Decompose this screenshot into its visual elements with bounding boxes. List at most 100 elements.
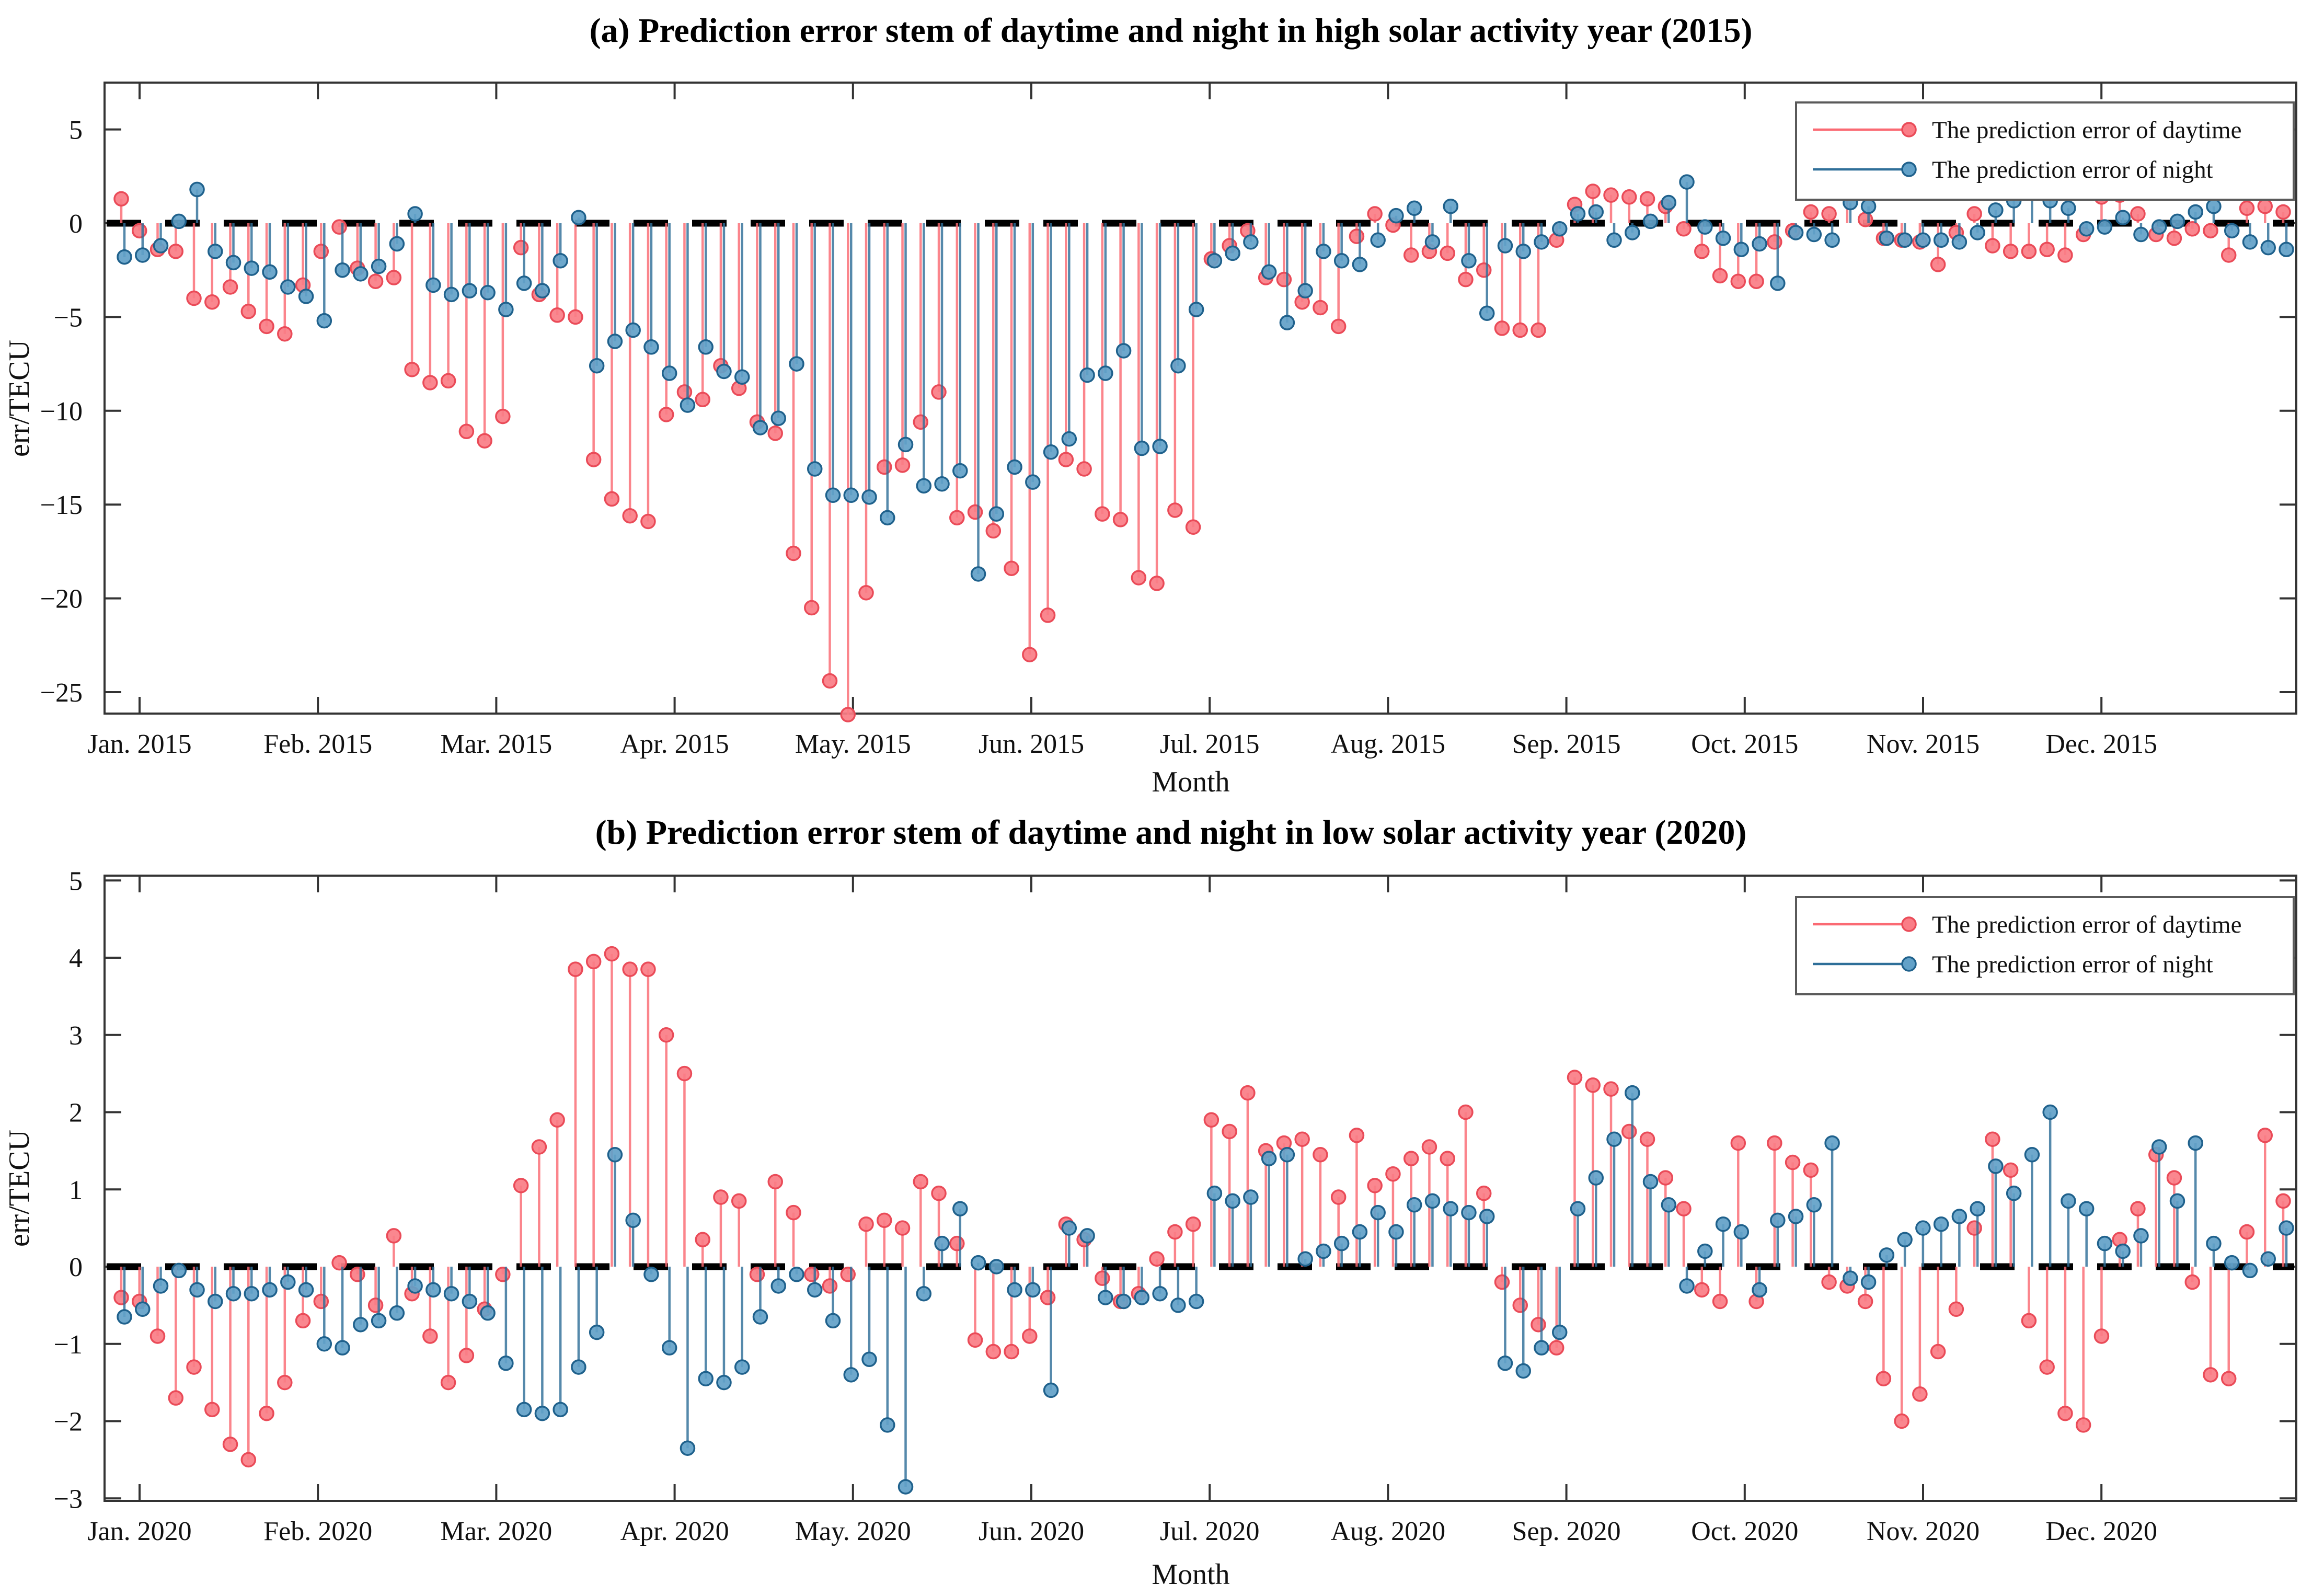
night-point xyxy=(1043,1382,1059,1398)
night-point xyxy=(1733,242,1750,257)
night-point xyxy=(1970,225,1985,240)
night-point xyxy=(208,1293,223,1310)
night-point xyxy=(716,363,732,380)
night-point xyxy=(553,1402,568,1418)
day-point xyxy=(113,1290,129,1305)
night-point xyxy=(1897,232,1913,248)
night-point xyxy=(752,1309,768,1325)
day-point xyxy=(2239,1224,2255,1240)
day-point xyxy=(277,1374,293,1391)
night-point xyxy=(244,1285,260,1302)
x-tick-label: May. 2020 xyxy=(795,1517,911,1546)
day-point xyxy=(2203,223,2218,239)
night-point xyxy=(843,1367,859,1383)
night-point xyxy=(1352,257,1368,272)
day-point xyxy=(2021,244,2037,259)
night-point xyxy=(2151,219,2167,235)
x-tick-label: Oct. 2020 xyxy=(1691,1517,1798,1546)
night-point xyxy=(1988,1158,2004,1174)
day-point xyxy=(1004,1344,1019,1360)
night-point xyxy=(1170,358,1186,374)
day-point xyxy=(1567,1070,1583,1085)
day-series xyxy=(113,946,2291,1468)
night-point xyxy=(1079,367,1095,383)
day-point xyxy=(168,1390,184,1406)
day-point xyxy=(458,423,475,440)
day-point xyxy=(422,1328,438,1344)
night-point xyxy=(1534,1340,1549,1356)
x-tick-label: Apr. 2015 xyxy=(620,729,729,759)
y-tick-label: 0 xyxy=(69,209,83,239)
night-point xyxy=(1152,1285,1168,1302)
day-point xyxy=(695,392,710,408)
chart-b-title: (b) Prediction error stem of daytime and… xyxy=(595,813,1747,852)
night-point xyxy=(1625,225,1640,240)
night-point xyxy=(1115,1293,1132,1310)
night-point xyxy=(752,420,768,435)
day-point xyxy=(313,244,329,259)
day-point xyxy=(1294,1131,1310,1147)
night-point xyxy=(789,1267,804,1282)
day-point xyxy=(2130,1201,2146,1216)
day-point xyxy=(1531,1317,1546,1333)
night-point xyxy=(1988,202,2004,218)
night-point xyxy=(1752,236,1767,252)
night-point xyxy=(280,279,296,295)
night-point xyxy=(1679,174,1695,190)
day-point xyxy=(585,452,602,467)
day-point xyxy=(1694,244,1710,259)
night-point xyxy=(262,264,278,280)
day-point xyxy=(1930,1344,1946,1360)
day-point xyxy=(1349,1128,1365,1143)
night-point xyxy=(825,487,841,503)
day-point xyxy=(877,459,892,475)
night-point xyxy=(643,1267,659,1282)
day-point xyxy=(2166,1170,2182,1186)
day-point xyxy=(513,239,529,256)
night-point xyxy=(698,1371,714,1386)
day-point xyxy=(1458,271,1474,288)
chart-a-title: (a) Prediction error stem of daytime and… xyxy=(590,12,1753,50)
night-point xyxy=(1860,1274,1877,1290)
y-tick-label: −5 xyxy=(54,303,83,332)
x-tick-label: Aug. 2020 xyxy=(1331,1517,1446,1546)
legend-label: The prediction error of night xyxy=(1932,951,2213,978)
night-point xyxy=(1225,245,1240,261)
night-point xyxy=(1352,1224,1368,1240)
day-point xyxy=(2221,247,2237,263)
day-point xyxy=(240,1452,257,1468)
night-point xyxy=(1951,234,1968,250)
day-point xyxy=(1821,206,1837,222)
night-point xyxy=(1479,1209,1495,1224)
night-point xyxy=(335,1340,350,1356)
night-point xyxy=(1824,232,1840,248)
night-point xyxy=(1497,1355,1513,1371)
night-point xyxy=(2151,1139,2167,1155)
night-point xyxy=(1588,1170,1604,1186)
night-point xyxy=(589,358,605,374)
night-point xyxy=(1188,302,1204,317)
night-point xyxy=(2188,1135,2203,1151)
day-point xyxy=(2021,1313,2037,1329)
day-point xyxy=(1149,1251,1165,1267)
legend-label: The prediction error of night xyxy=(1932,156,2213,183)
day-point xyxy=(1403,1151,1419,1166)
night-point xyxy=(316,1336,332,1352)
day-point xyxy=(1313,1147,1328,1163)
x-tick-label: Dec. 2015 xyxy=(2045,729,2157,759)
day-point xyxy=(1330,318,1347,335)
day-point xyxy=(786,545,801,561)
day-point xyxy=(604,946,620,962)
night-point xyxy=(225,255,241,271)
day-point xyxy=(585,954,602,970)
day-point xyxy=(132,223,147,239)
day-point xyxy=(2257,1128,2273,1143)
night-point xyxy=(1170,1298,1186,1313)
night-point xyxy=(970,1255,986,1271)
day-point xyxy=(931,1185,947,1201)
y-tick-label: −15 xyxy=(40,490,83,520)
day-point xyxy=(2003,1162,2019,1178)
night-point xyxy=(189,1282,205,1298)
day-legend-marker xyxy=(1901,916,1917,932)
